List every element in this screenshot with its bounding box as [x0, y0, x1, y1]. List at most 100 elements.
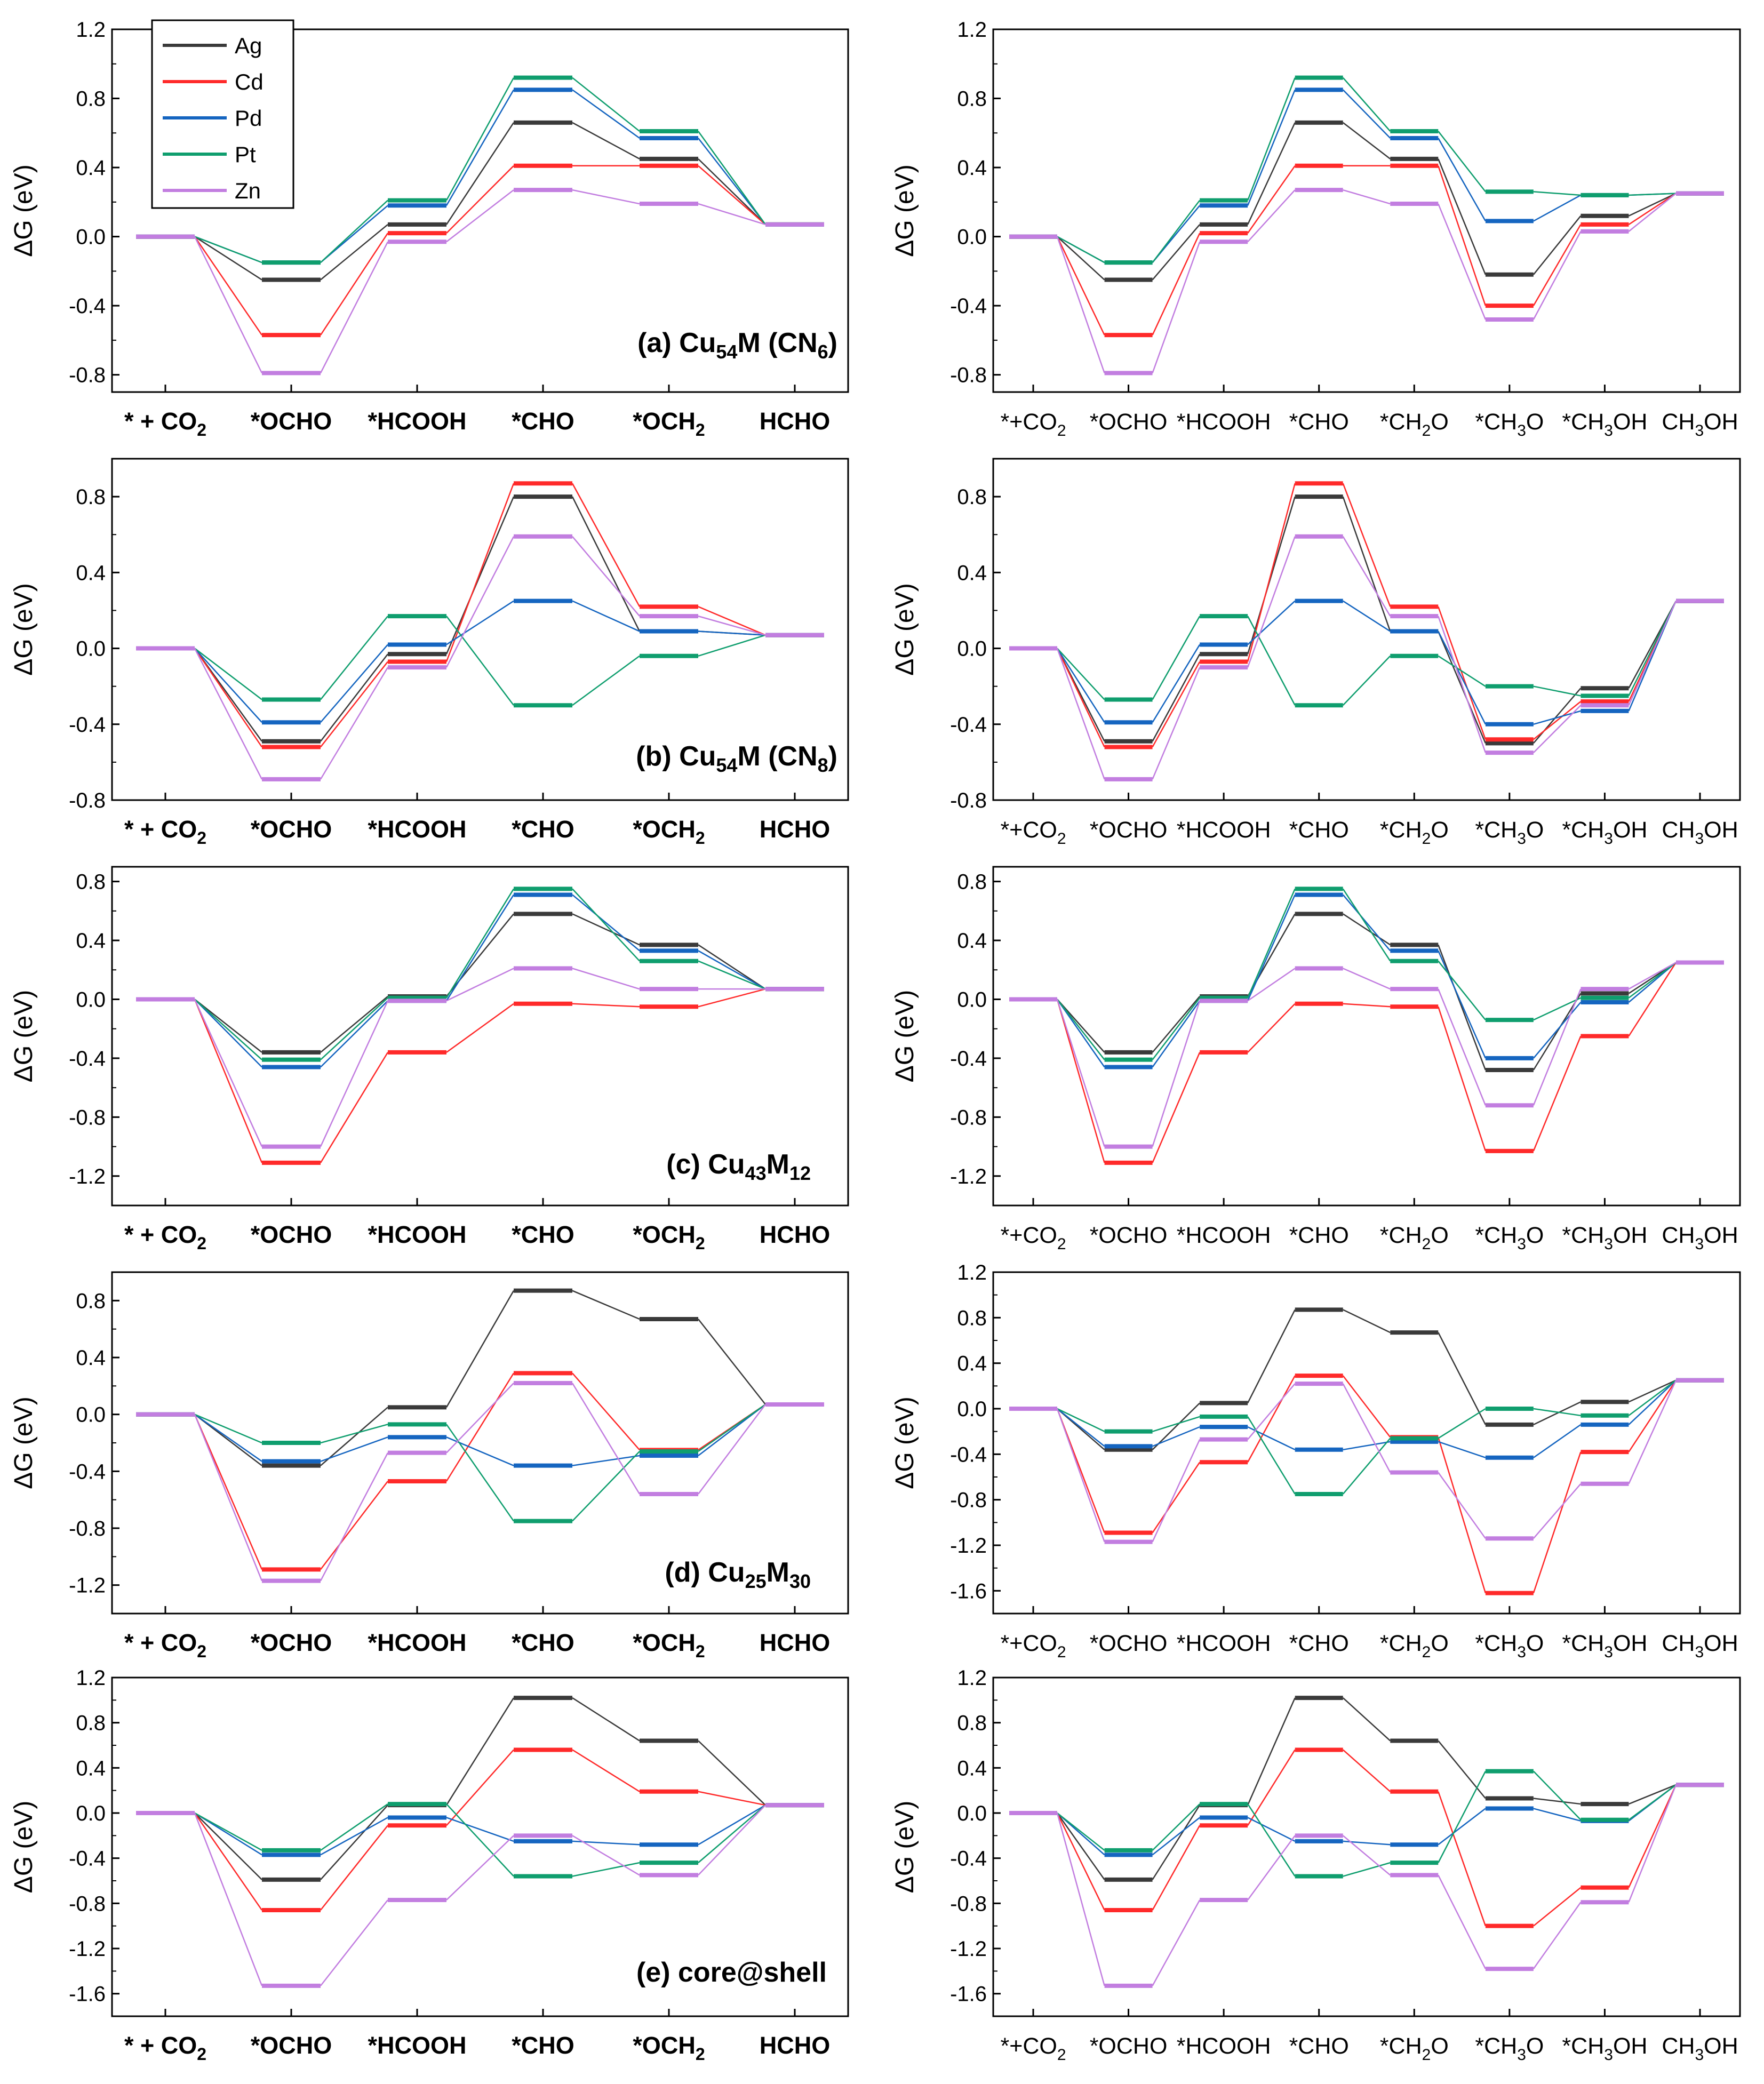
series-ag [194, 1290, 766, 1466]
connector-line [1152, 1426, 1200, 1447]
x-category-label: *OCHO [1090, 2033, 1168, 2059]
x-category-label: * + CO2​ [124, 408, 206, 440]
connector-line [1342, 1749, 1391, 1792]
series-cd [1056, 483, 1677, 748]
connector-line [571, 483, 641, 607]
connector-line [1152, 233, 1201, 336]
connector-line [698, 1804, 766, 1864]
y-tick-label: -0.4 [950, 1047, 987, 1071]
connector-line [1247, 1383, 1296, 1440]
series-ag [194, 913, 766, 1053]
y-tick-label: 0.4 [76, 1346, 106, 1370]
series-pd [1057, 1379, 1677, 1458]
series-zn [194, 1804, 766, 1986]
x-category-label: *HCOOH [368, 2032, 466, 2059]
connector-line [1152, 1825, 1201, 1911]
connector-line [445, 483, 515, 662]
connector-line [1057, 999, 1105, 1060]
y-tick-label: -0.8 [950, 1489, 987, 1512]
connector-line [320, 1436, 388, 1462]
connector-line [194, 648, 262, 723]
connector-line [1247, 1003, 1296, 1053]
legend-label-cd: Cd [235, 69, 264, 94]
series-pt [194, 1803, 766, 1877]
connector-line [1628, 1784, 1677, 1820]
x-category-label: *OCH2​ [633, 408, 705, 440]
connector-line [1438, 1408, 1486, 1439]
connector-line [1342, 1383, 1391, 1473]
connector-line [572, 1749, 640, 1792]
connector-line [1532, 1451, 1582, 1593]
connector-line [1247, 483, 1296, 662]
connector-line [320, 223, 388, 281]
y-tick-label: 0.0 [76, 637, 106, 661]
series-pd [194, 894, 766, 1068]
connector-line [1342, 1835, 1391, 1876]
connector-line [1056, 648, 1105, 747]
connector-line [1532, 215, 1582, 275]
y-tick-label: -0.4 [950, 294, 987, 318]
connector-line [1152, 1462, 1201, 1534]
x-category-label: HCHO [760, 1221, 831, 1248]
x-category-label: *CHO [512, 1221, 574, 1248]
series-zn [1056, 189, 1677, 373]
x-category-label: *+CO2​ [1000, 2033, 1066, 2064]
connector-line [571, 1383, 641, 1495]
connector-line [1438, 631, 1487, 744]
connector-line [1532, 1770, 1582, 1820]
series-pd [194, 600, 766, 723]
connector-line [446, 1817, 514, 1842]
connector-line [194, 236, 262, 281]
connector-line [445, 888, 515, 999]
series-pd [194, 1804, 766, 1856]
connector-line [1342, 122, 1391, 159]
series-pt [1057, 1770, 1677, 1877]
connector-line [1342, 1438, 1391, 1495]
connector-line [320, 1000, 389, 1147]
y-tick-label: 0.4 [76, 1756, 106, 1780]
connector-line [446, 1003, 514, 1053]
connector-line [572, 1372, 640, 1451]
y-tick-label: 1.2 [76, 1666, 106, 1690]
connector-line [1628, 601, 1677, 706]
x-category-label: *CH2​O [1380, 1631, 1449, 1661]
series-pd [1057, 1784, 1677, 1856]
panel-label: (e) core@shell [636, 1957, 827, 1988]
y-tick-label: -0.4 [950, 713, 987, 737]
connector-line [1438, 131, 1486, 193]
connector-line [446, 1383, 514, 1454]
y-tick-label: 0.0 [957, 637, 987, 661]
y-tick-label: 0.8 [76, 87, 106, 111]
connector-line [1152, 1899, 1201, 1986]
connector-line [1152, 997, 1201, 1060]
y-tick-label: 0.4 [76, 929, 106, 953]
plot-frame [111, 28, 849, 393]
y-tick-label: -1.2 [950, 1937, 987, 1961]
connector-line [1438, 944, 1487, 1071]
connector-line [446, 1803, 514, 1877]
connector-line [1247, 968, 1296, 1002]
x-category-label: *OCHO [1090, 1223, 1168, 1248]
connector-line [1152, 1803, 1201, 1851]
connector-line [1056, 1812, 1105, 1880]
y-tick-label: 0.4 [957, 929, 987, 953]
connector-line [1152, 667, 1201, 780]
panel-label: (c) Cu43​M12​ [666, 1149, 811, 1184]
y-axis-label: ΔG (eV) [891, 583, 919, 675]
connector-line [1438, 988, 1487, 1106]
connector-line [1533, 194, 1582, 222]
x-category-label: *CHO [512, 1629, 574, 1656]
connector-line [320, 1407, 388, 1466]
x-category-label: *CHO [1289, 1223, 1349, 1248]
connector-line [1533, 1798, 1581, 1805]
y-axis-label: ΔG (eV) [10, 1396, 38, 1489]
y-tick-label: -1.2 [69, 1165, 106, 1188]
connector-line [1057, 1408, 1105, 1432]
connector-line [698, 606, 766, 636]
legend-label-ag: Ag [235, 33, 262, 58]
connector-line [1533, 685, 1581, 697]
panel-e-left: 1.2 0.8 0.4 0.0 -0.4 -0.8 -1.2 -1.6 * + CO2​ *OCH… [10, 1666, 849, 2064]
series-zn [194, 1383, 766, 1582]
connector-line [446, 968, 514, 1002]
